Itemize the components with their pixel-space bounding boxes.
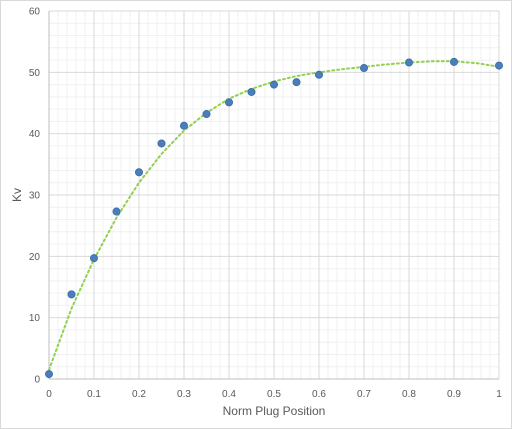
data-point	[247, 87, 256, 96]
data-point	[269, 80, 278, 89]
y-tick-label: 30	[29, 191, 41, 202]
y-axis-title: Kv	[10, 188, 24, 202]
data-point	[157, 139, 166, 148]
x-tick-label: 0.5	[267, 389, 281, 400]
data-point	[359, 64, 368, 73]
x-tick-label: 0.7	[357, 389, 371, 400]
data-point	[112, 207, 121, 216]
data-point	[90, 254, 99, 263]
data-points	[45, 57, 503, 379]
data-point	[449, 57, 458, 66]
y-tick-label: 60	[29, 7, 41, 18]
data-point	[134, 168, 143, 177]
x-tick-label: 0.9	[447, 389, 461, 400]
x-tick-label: 1	[496, 389, 502, 400]
x-tick-label: 0.2	[132, 389, 146, 400]
y-tick-label: 0	[34, 375, 40, 386]
data-point	[179, 121, 188, 130]
data-point	[314, 70, 323, 79]
y-tick-label: 40	[29, 129, 41, 140]
x-tick-label: 0.1	[87, 389, 101, 400]
x-axis-title: Norm Plug Position	[223, 404, 326, 418]
y-tick-label: 20	[29, 252, 41, 263]
x-tick-label: 0.8	[402, 389, 416, 400]
major-gridlines	[48, 10, 500, 380]
data-point	[224, 98, 233, 107]
x-tick-labels: 0 0.1 0.2 0.3 0.4 0.5 0.6 0.7 0.8 0.9 1	[46, 389, 502, 400]
data-point	[404, 58, 413, 67]
y-tick-labels: 0 10 20 30 40 50 60	[29, 7, 41, 386]
data-point	[292, 78, 301, 87]
x-tick-label: 0.3	[177, 389, 191, 400]
x-tick-label: 0.4	[222, 389, 236, 400]
data-point	[67, 290, 76, 299]
data-point	[45, 370, 54, 379]
data-point	[202, 110, 211, 119]
data-point	[494, 61, 503, 70]
x-tick-label: 0	[46, 389, 52, 400]
x-tick-label: 0.6	[312, 389, 326, 400]
y-tick-label: 10	[29, 313, 41, 324]
y-tick-label: 50	[29, 68, 41, 79]
